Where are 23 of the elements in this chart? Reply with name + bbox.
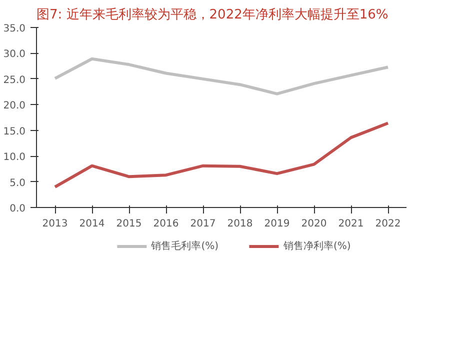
legend-label: 销售毛利率(%) (151, 240, 218, 253)
x-tick-label: 2019 (264, 218, 290, 230)
x-tick-label: 2017 (190, 218, 216, 230)
x-tick-label: 2021 (338, 218, 364, 230)
y-tick-label: 30.0 (3, 49, 26, 60)
x-tick-label: 2018 (227, 218, 253, 230)
y-tick-label: 20.0 (3, 100, 26, 112)
y-tick-label: 35.0 (3, 24, 26, 34)
legend-label: 销售净利率(%) (284, 240, 351, 253)
x-tick-label: 2022 (375, 218, 401, 230)
x-tick-label: 2016 (153, 218, 179, 230)
line-series (54, 57, 390, 96)
y-tick-label: 25.0 (3, 74, 26, 86)
y-tick-label: 15.0 (3, 126, 26, 138)
y-tick-label: 0.0 (10, 204, 26, 214)
x-tick-label: 2014 (79, 218, 105, 230)
chart-title: 图7: 近年来毛利率较为平稳，2022年净利率大幅提升至16% (36, 6, 388, 22)
x-tick-label: 2013 (42, 218, 68, 230)
y-tick-label: 5.0 (10, 178, 26, 189)
x-tick-label: 2020 (301, 218, 327, 230)
line-series (54, 122, 390, 188)
y-tick-label: 10.0 (3, 152, 26, 164)
x-tick-label: 2015 (116, 218, 142, 230)
